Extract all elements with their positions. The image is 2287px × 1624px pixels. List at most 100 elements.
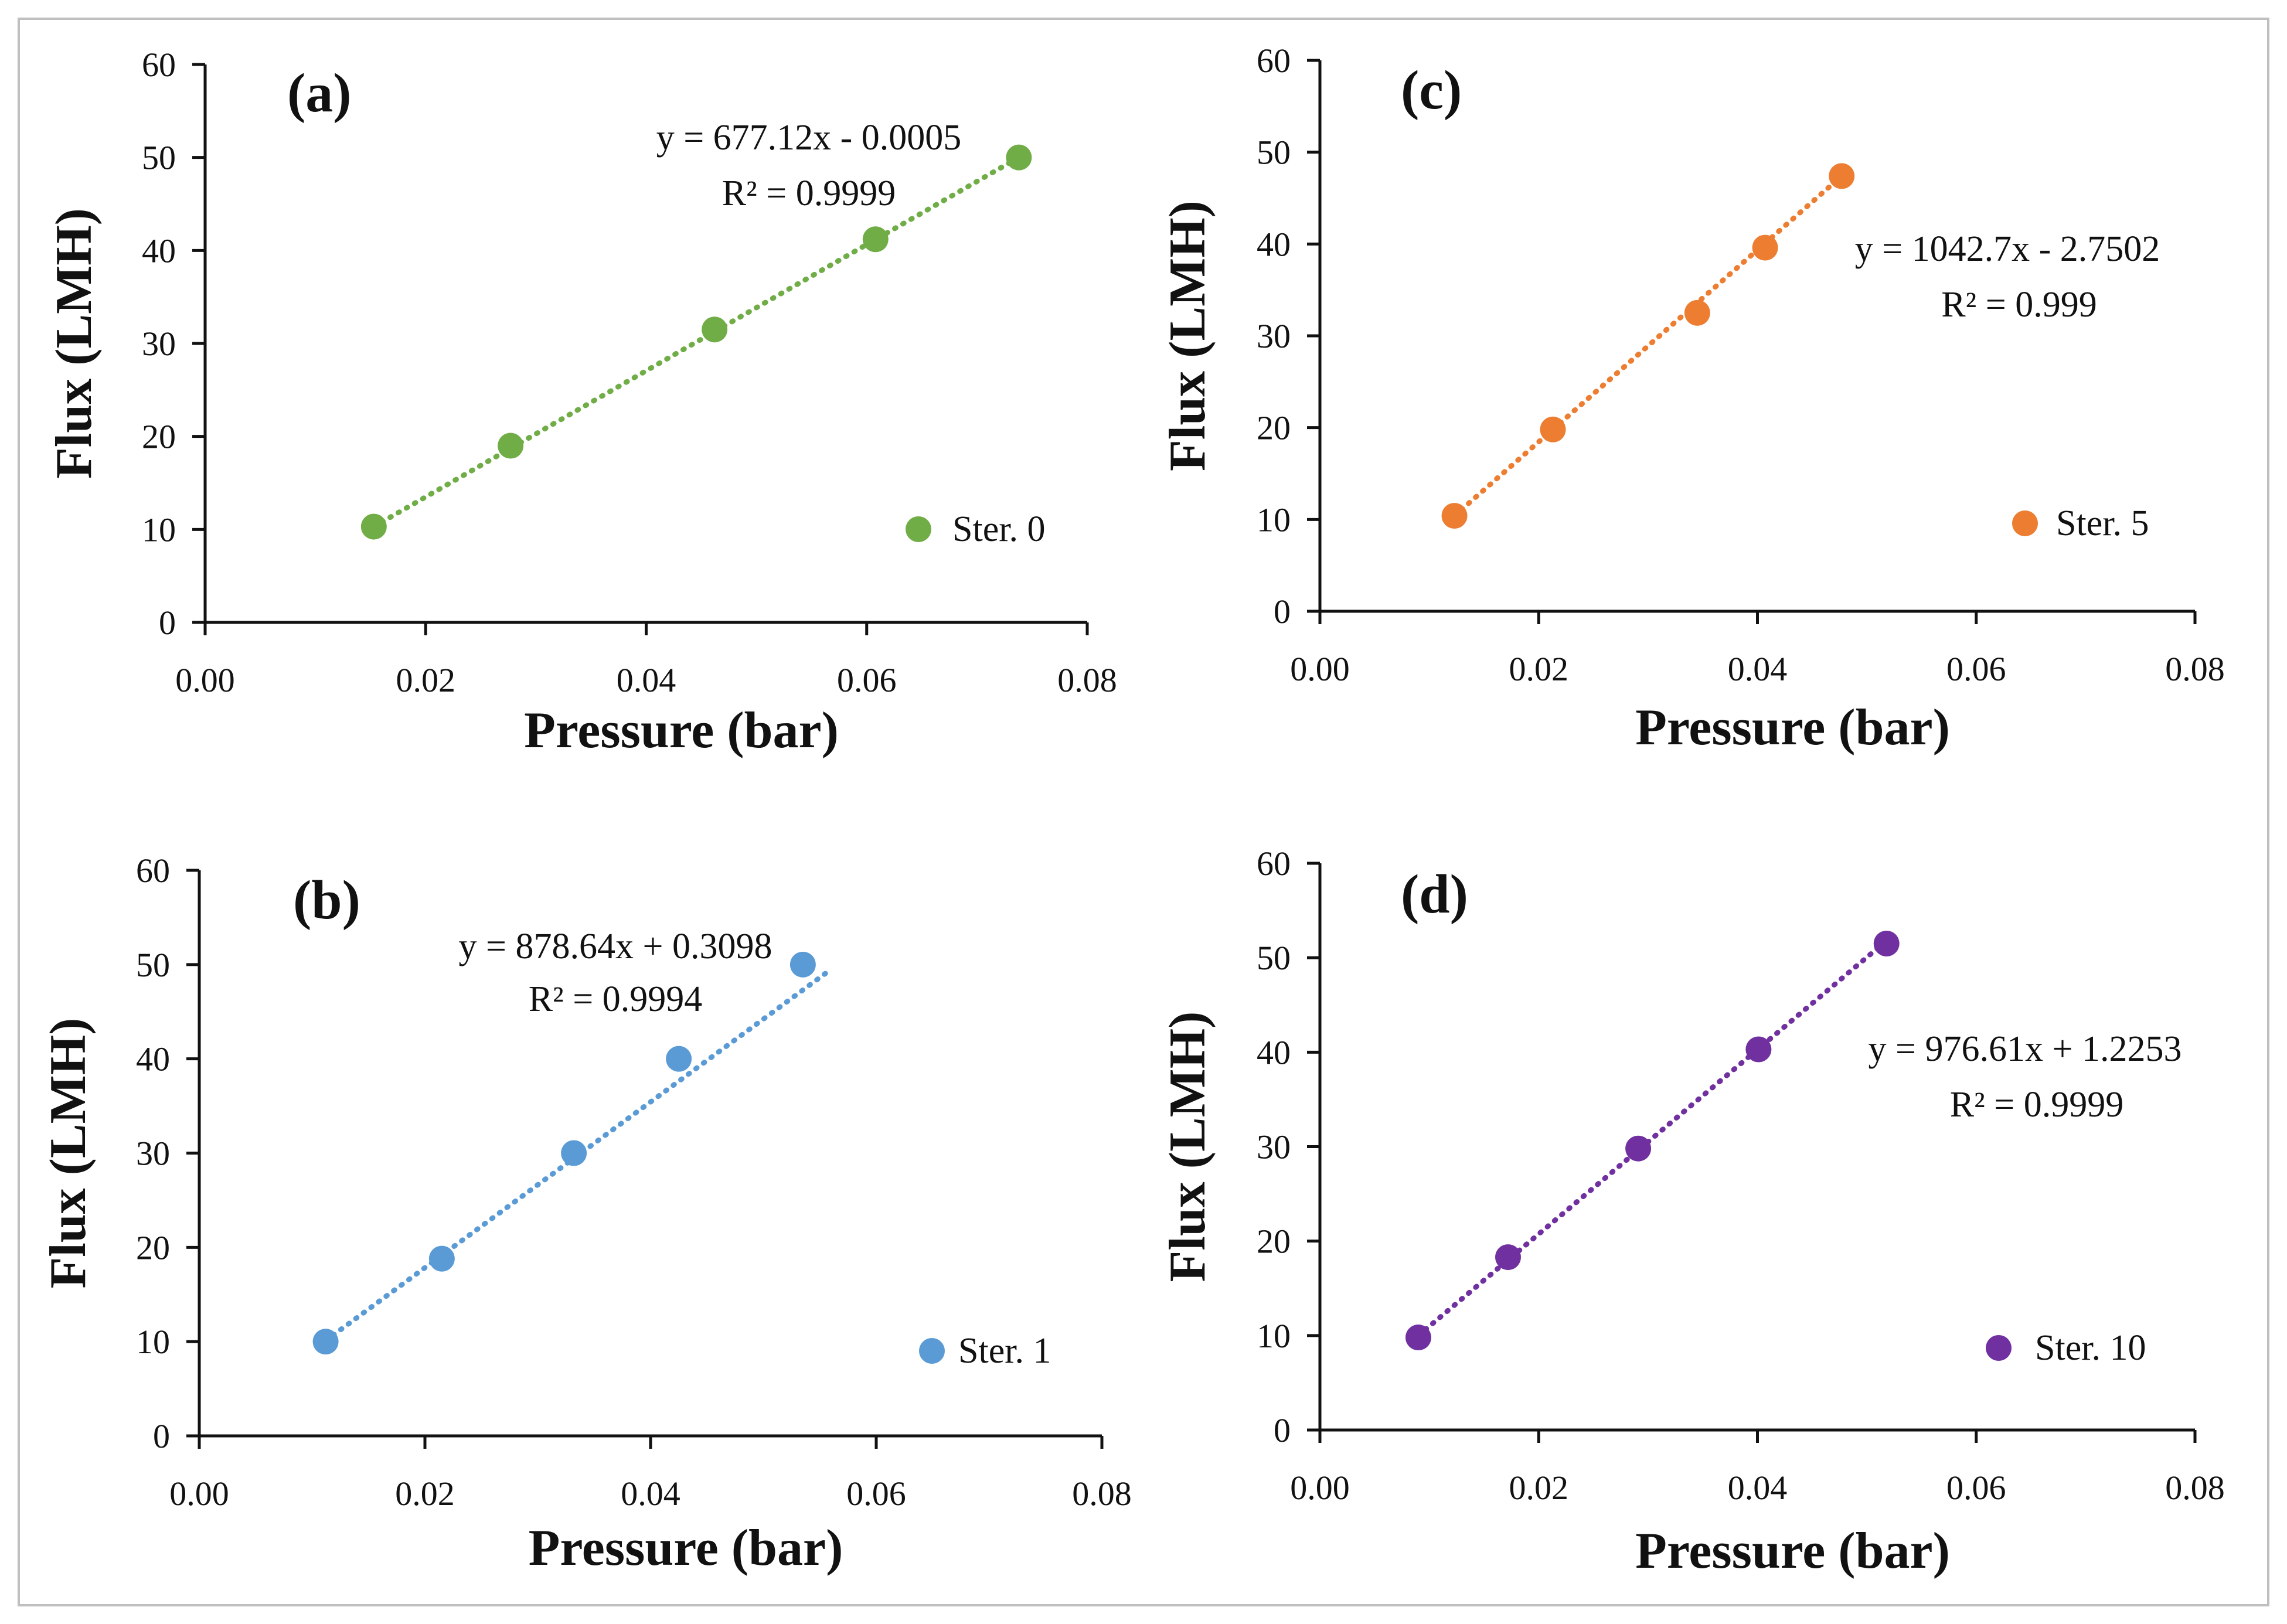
legend-marker [1986, 1335, 2012, 1361]
panel-c: 0 10 20 30 40 50 60 0.00 0.02 0.04 0.06 0.08 Pressur… [1159, 42, 2225, 756]
y-tick-label: 0 [1274, 1411, 1291, 1449]
data-point [1829, 163, 1855, 189]
data-point [1405, 1325, 1431, 1351]
x-axis-title: Pressure (bar) [524, 702, 839, 759]
y-tick-label: 50 [136, 946, 170, 984]
data-point [428, 1245, 455, 1272]
data-point [1540, 416, 1566, 442]
x-tick-label: 0.02 [395, 1475, 455, 1513]
data-point [1495, 1244, 1521, 1271]
x-axis-title: Pressure (bar) [1635, 699, 1950, 756]
data-point [312, 1329, 339, 1355]
trendline-equation: y = 677.12x - 0.0005 [656, 118, 962, 158]
x-tick-label: 0.06 [846, 1475, 906, 1513]
y-tick-label: 0 [1274, 593, 1291, 631]
y-tick-label: 30 [136, 1135, 170, 1173]
x-tick-label: 0.04 [1728, 650, 1788, 688]
y-axis-title: Flux (LMH) [46, 208, 103, 479]
y-tick-label: 60 [1257, 845, 1291, 883]
trendline-equation: y = 1042.7x - 2.7502 [1855, 229, 2160, 269]
y-tick-label: 20 [1257, 409, 1291, 447]
x-tick-label: 0.08 [1072, 1475, 1132, 1513]
legend-label: Ster. 1 [958, 1331, 1051, 1371]
x-tick-label: 0.08 [2165, 650, 2225, 688]
y-axis-title: Flux (LMH) [40, 1018, 97, 1289]
data-point [666, 1046, 692, 1072]
x-tick-label: 0.00 [1290, 650, 1350, 688]
y-tick-label: 30 [1257, 1128, 1291, 1166]
y-tick-label: 20 [142, 418, 176, 456]
x-tick-label: 0.08 [2165, 1469, 2225, 1507]
y-tick-label: 50 [142, 139, 176, 177]
trendline [1415, 938, 1890, 1339]
trendline [1452, 173, 1844, 519]
y-tick-label: 50 [1257, 939, 1291, 977]
y-tick-label: 40 [136, 1040, 170, 1078]
x-tick-label: 0.02 [396, 661, 456, 699]
x-axis-title: Pressure (bar) [1635, 1523, 1950, 1579]
x-tick-label: 0.00 [175, 661, 235, 699]
x-axis-title: Pressure (bar) [529, 1520, 843, 1577]
data-point [1745, 1036, 1772, 1063]
panel-b: 0 10 20 30 40 50 60 0.00 0.02 0.04 0.06 0.08 Pressur… [40, 852, 1132, 1577]
trendline [323, 966, 834, 1344]
y-tick-label: 0 [159, 604, 176, 642]
r-squared-label: R² = 0.9994 [529, 979, 702, 1019]
legend-marker [906, 516, 931, 542]
r-squared-label: R² = 0.9999 [1950, 1085, 2123, 1125]
legend-label: Ster. 5 [2056, 503, 2149, 543]
data-point [1684, 299, 1710, 326]
data-point [862, 226, 889, 253]
r-squared-label: R² = 0.9999 [722, 173, 896, 213]
panel-label: (b) [293, 870, 360, 931]
legend-label: Ster. 10 [2035, 1328, 2146, 1368]
figure-frame [18, 18, 2269, 1606]
y-tick-label: 20 [136, 1228, 170, 1266]
y-tick-label: 30 [142, 325, 176, 363]
x-tick-label: 0.08 [1057, 661, 1117, 699]
x-tick-label: 0.02 [1509, 1469, 1569, 1507]
x-tick-label: 0.00 [169, 1475, 229, 1513]
x-tick-label: 0.06 [837, 661, 897, 699]
panel-label: (d) [1401, 864, 1468, 925]
x-tick-label: 0.04 [1728, 1469, 1788, 1507]
legend-marker [919, 1338, 945, 1364]
y-tick-label: 0 [153, 1417, 170, 1455]
y-axis-title: Flux (LMH) [1159, 1012, 1216, 1282]
panel-label: (c) [1401, 60, 1462, 121]
data-point [1752, 234, 1778, 261]
trendline [371, 155, 1022, 530]
y-tick-label: 60 [142, 46, 176, 84]
legend-label: Ster. 0 [952, 509, 1045, 549]
data-point [702, 316, 728, 343]
panel-a: 0 10 20 30 40 50 60 0.00 0.02 0.04 0.06 0.08 Pressur… [46, 46, 1117, 759]
y-tick-label: 10 [142, 510, 176, 549]
y-tick-label: 30 [1257, 317, 1291, 355]
data-point [498, 433, 524, 459]
trendline-equation: y = 976.61x + 1.2253 [1869, 1029, 2182, 1069]
y-tick-label: 40 [142, 231, 176, 270]
y-tick-label: 40 [1257, 1033, 1291, 1071]
data-point [1006, 144, 1032, 171]
y-tick-label: 50 [1257, 134, 1291, 172]
x-tick-label: 0.04 [617, 661, 676, 699]
data-point [1441, 503, 1468, 529]
trendline-equation: y = 878.64x + 0.3098 [459, 927, 772, 966]
data-point [1625, 1135, 1652, 1162]
x-tick-label: 0.06 [1946, 650, 2006, 688]
data-point [789, 951, 816, 978]
x-tick-label: 0.00 [1290, 1469, 1350, 1507]
panel-label: (a) [287, 63, 352, 124]
y-tick-label: 60 [1257, 42, 1291, 80]
legend-marker [2012, 510, 2038, 536]
y-tick-label: 20 [1257, 1223, 1291, 1261]
y-tick-label: 10 [1257, 501, 1291, 539]
y-tick-label: 10 [1257, 1317, 1291, 1355]
x-tick-label: 0.06 [1946, 1469, 2006, 1507]
panel-d: 0 10 20 30 40 50 60 0.00 0.02 0.04 0.06 0.08 Pressur… [1159, 845, 2225, 1579]
y-axis-title: Flux (LMH) [1159, 200, 1216, 471]
y-tick-label: 40 [1257, 225, 1291, 263]
y-tick-label: 60 [136, 852, 170, 890]
x-tick-label: 0.02 [1509, 650, 1569, 688]
